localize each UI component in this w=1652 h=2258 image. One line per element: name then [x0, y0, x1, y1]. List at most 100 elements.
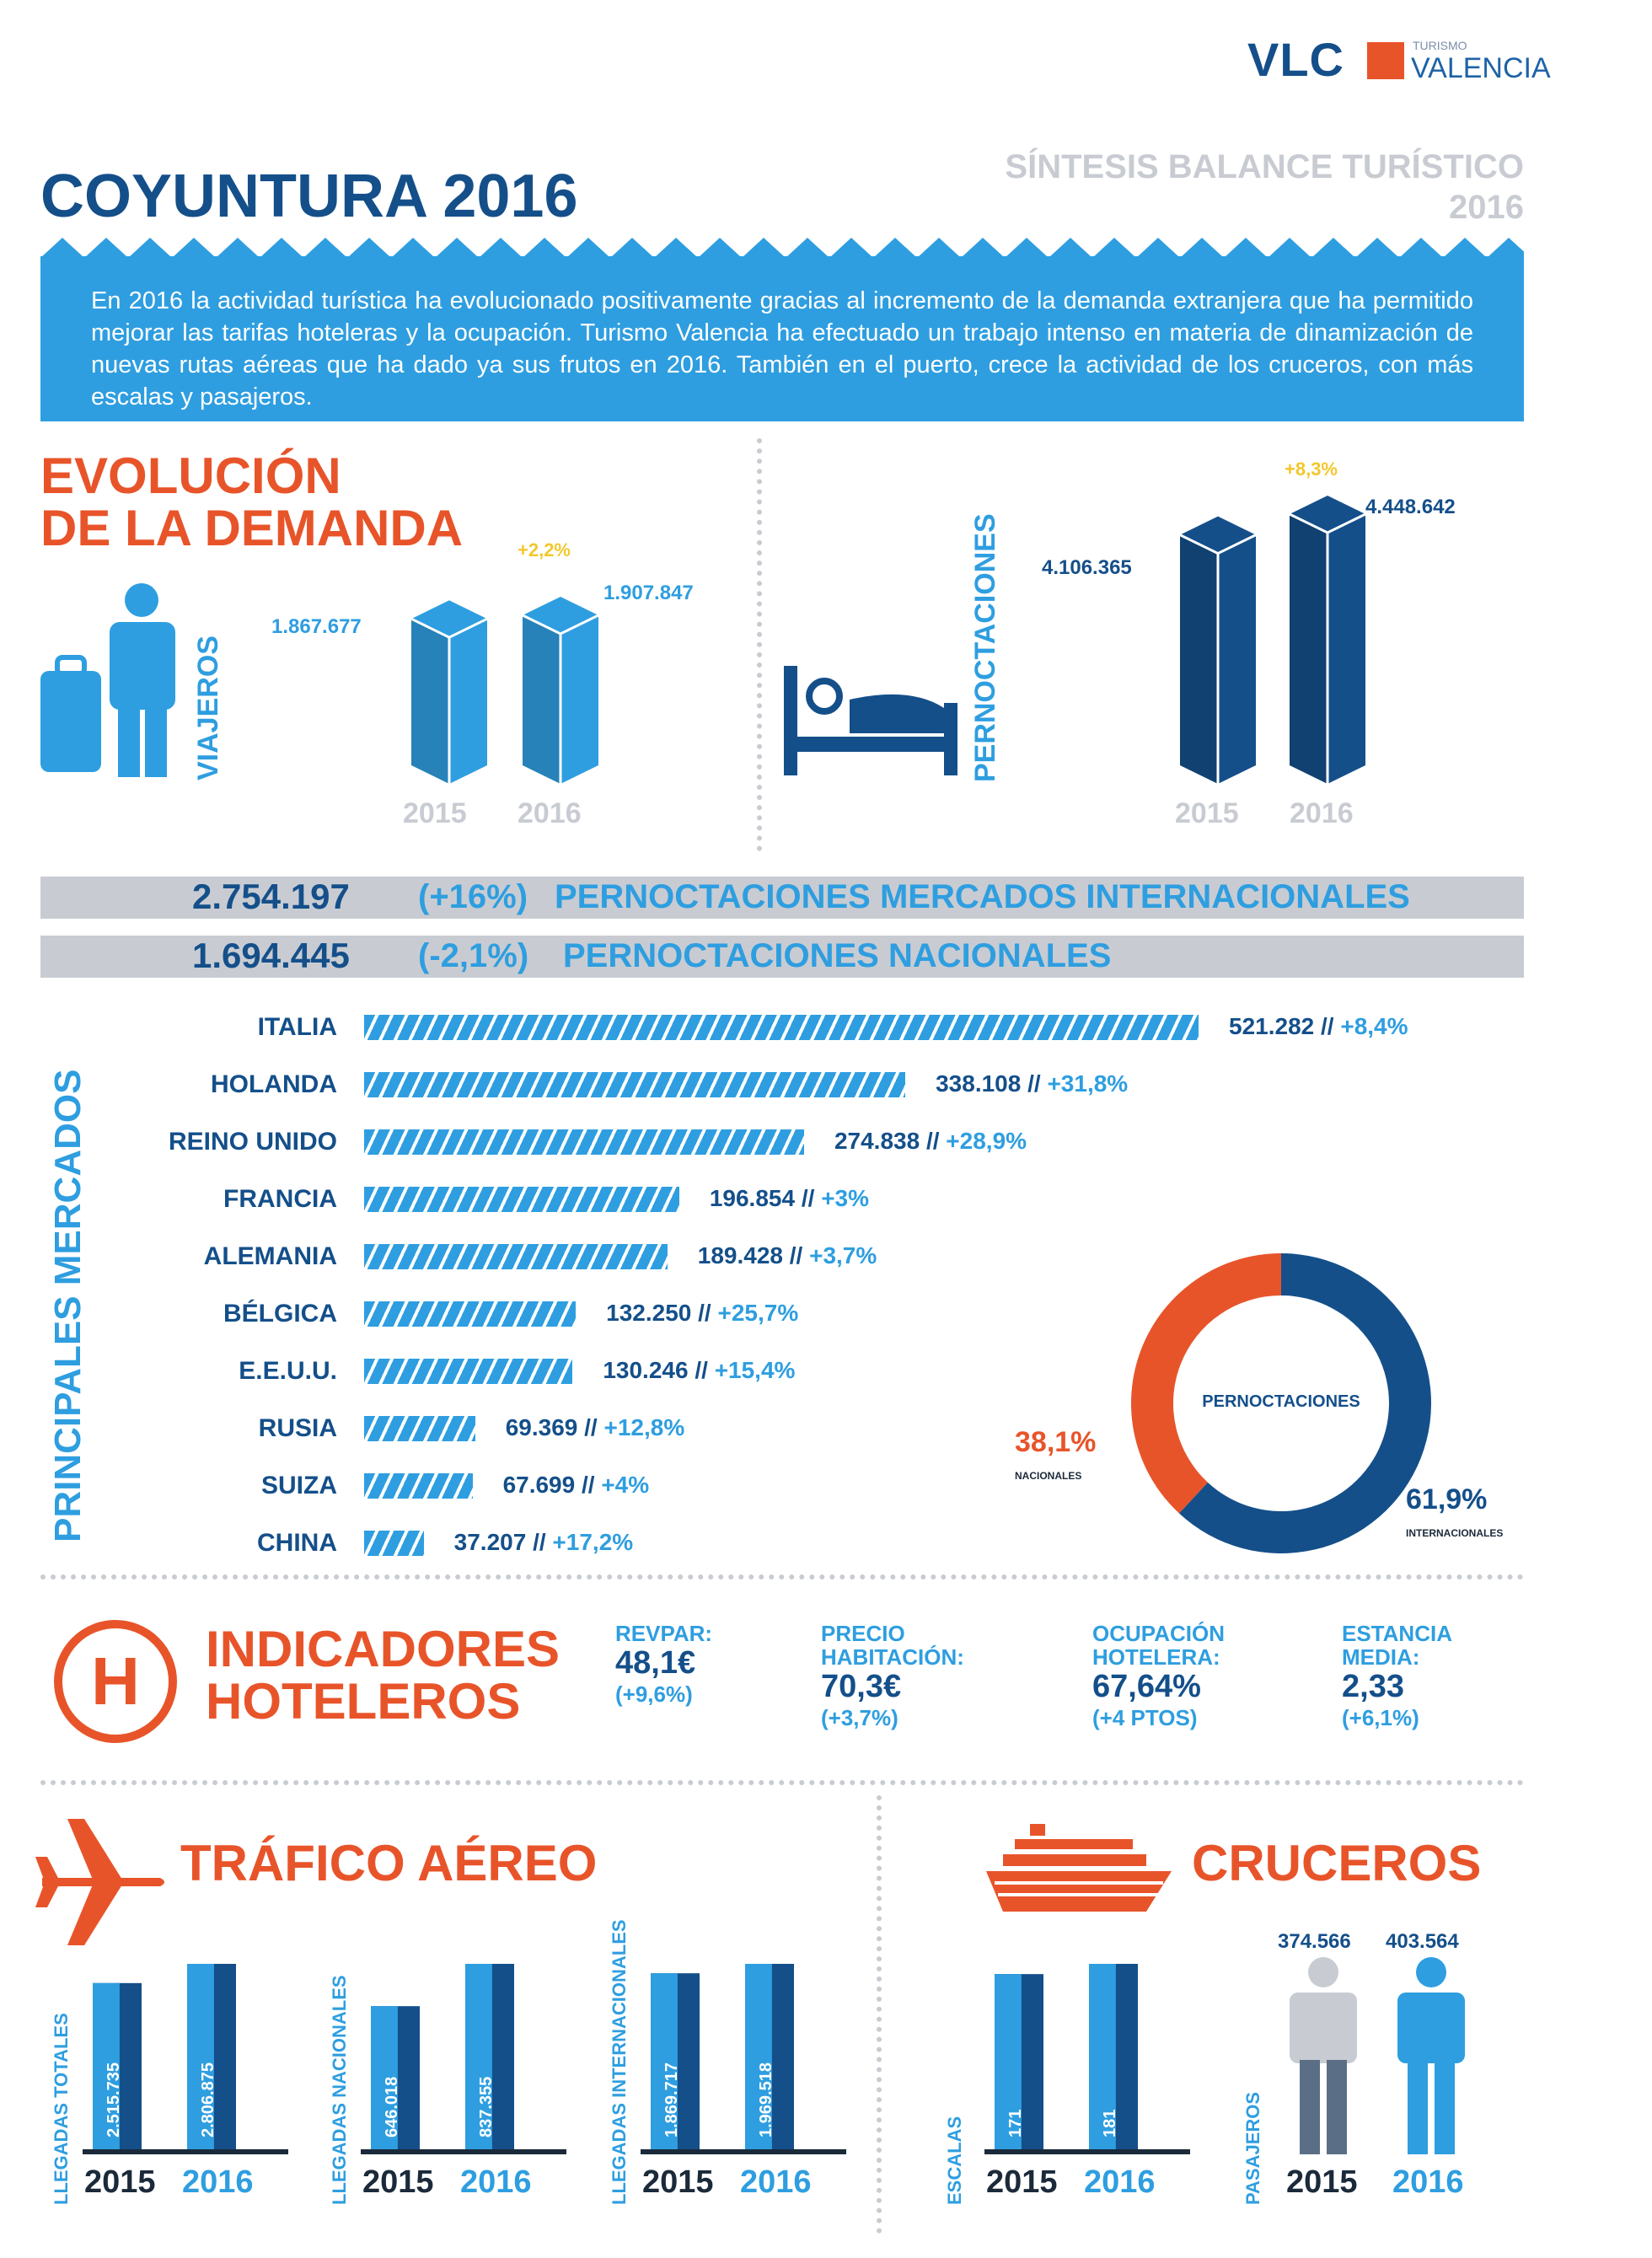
page-title: COYUNTURA 2016: [40, 163, 578, 230]
intro-text: En 2016 la actividad turística ha evoluc…: [40, 256, 1524, 421]
strip-international-label: PERNOCTACIONES MERCADOS INTERNACIONALES: [555, 878, 1410, 915]
market-name: RUSIA: [258, 1414, 337, 1442]
logo-line1: TURISMO: [1413, 39, 1467, 52]
viajeros-year-2016: 2016: [518, 797, 582, 829]
bar-2016: [1089, 1964, 1138, 2149]
air-international-2015-value: 1.869.717: [662, 2062, 681, 2137]
market-value-number: 274.838 //: [834, 1128, 947, 1154]
viajeros-change: +2,2%: [518, 539, 571, 560]
air-charts: [83, 1964, 1190, 2154]
bar-2016: [465, 1964, 514, 2149]
air-total-label: LLEGADAS TOTALES: [51, 2013, 72, 2205]
divider-air-cruise: [877, 1795, 882, 2234]
market-bar: [364, 1473, 473, 1499]
market-bar: [364, 1301, 577, 1327]
indicator-price-label-2: HABITACIÓN:: [821, 1644, 964, 1670]
air-national-label: LLEGADAS NACIONALES: [329, 1975, 350, 2205]
viajeros-label: VIAJEROS: [192, 636, 224, 780]
air-national-2015-value: 646.018: [383, 2076, 401, 2137]
indicator-stay: ESTANCIA MEDIA: 2,33 (+6,1%): [1342, 1622, 1544, 1731]
market-name: ALEMANIA: [203, 1242, 337, 1270]
pernoctaciones-change: +8,3%: [1285, 459, 1338, 480]
bar-2015: [93, 1982, 142, 2149]
cruise-stops-2015-value: 171: [1006, 2109, 1025, 2137]
air-international-label: LLEGADAS INTERNACIONALES: [609, 1919, 630, 2205]
market-value: 338.108 // +31,8%: [936, 1070, 1128, 1097]
indicator-occupancy-label-2: HOTELERA:: [1092, 1644, 1220, 1670]
market-name: REINO UNIDO: [168, 1128, 337, 1156]
demand-title-2: DE LA DEMANDA: [40, 500, 464, 556]
cruise-passengers-label: PASAJEROS: [1242, 2091, 1263, 2205]
donut-title: PERNOCTACIONES: [1202, 1392, 1360, 1411]
market-value-change: +31,8%: [1047, 1070, 1129, 1097]
market-value-change: +12,8%: [603, 1414, 685, 1440]
market-value-number: 69.369 //: [505, 1414, 604, 1440]
strip-international-value: 2.754.197: [192, 877, 350, 916]
market-value-number: 132.250 //: [606, 1300, 718, 1326]
axis-line: [641, 2149, 846, 2154]
cruise-stops-year-2015: 2015: [986, 2164, 1058, 2200]
market-value: 521.282 // +8,4%: [1229, 1013, 1408, 1040]
page-subtitle-year: 2016: [1449, 189, 1524, 226]
indicator-price-change: (+3,7%): [821, 1705, 898, 1730]
strip-national-label: PERNOCTACIONES NACIONALES: [563, 937, 1112, 974]
donut-slice-internacionales: [1178, 1253, 1431, 1553]
passenger-2015-icon: [1290, 1957, 1357, 2154]
market-value: 196.854 // +3%: [710, 1185, 869, 1212]
indicator-price: PRECIO HABITACIÓN: 70,3€ (+3,7%): [821, 1622, 1040, 1731]
viajeros-2015-value: 1.867.677: [271, 615, 362, 638]
market-bar: [364, 1129, 804, 1155]
divider-air: [40, 1780, 1524, 1785]
air-national-2016-value: 837.355: [477, 2076, 496, 2137]
market-bar: [364, 1015, 1199, 1040]
bar-2015: [995, 1974, 1043, 2149]
market-bar: [364, 1416, 475, 1441]
cruise-pax-2016-value: 403.564: [1386, 1930, 1459, 1953]
cruise-pax-2015-value: 374.566: [1278, 1930, 1351, 1953]
indicator-occupancy-label-1: OCUPACIÓN: [1092, 1621, 1225, 1646]
bar-2016: [745, 1964, 794, 2149]
indicator-stay-value: 2,33: [1342, 1669, 1404, 1704]
pernoctaciones-label: PERNOCTACIONES: [969, 513, 1001, 782]
market-value: 67.699 // +4%: [503, 1472, 650, 1499]
market-value: 274.838 // +28,9%: [834, 1128, 1027, 1155]
market-value-change: +17,2%: [552, 1529, 634, 1555]
market-name: ITALIA: [257, 1013, 337, 1041]
viajeros-chart: [410, 597, 599, 784]
ship-icon: [986, 1824, 1172, 1912]
logo-line2: VALENCIA: [1411, 52, 1551, 84]
air-total-year-2016: 2016: [182, 2164, 254, 2200]
air-national-year-2016: 2016: [460, 2164, 532, 2200]
logo-brand: VLC: [1247, 33, 1344, 86]
donut-national-value: 38,1%: [1015, 1426, 1097, 1458]
svg-text:H: H: [91, 1644, 140, 1719]
pernoctaciones-2015-value: 4.106.365: [1042, 556, 1132, 579]
market-bar: [364, 1072, 906, 1097]
market-value-number: 130.246 //: [603, 1357, 715, 1383]
pernoctaciones-donut: [1131, 1253, 1431, 1553]
strip-national: 1.694.445 (-2,1%) PERNOCTACIONES NACIONA…: [40, 936, 1524, 978]
bar-2016: [187, 1964, 236, 2149]
demand-divider: [757, 438, 762, 851]
logo-square-icon: [1367, 42, 1404, 79]
indicator-occupancy-value: 67,64%: [1092, 1669, 1201, 1704]
indicator-occupancy: OCUPACIÓN HOTELERA: 67,64% (+4 PTOS): [1092, 1622, 1328, 1731]
bar-2015: [651, 1973, 700, 2149]
page-subtitle: SÍNTESIS BALANCE TURÍSTICO: [1005, 148, 1524, 185]
bar-2015: [1179, 516, 1257, 784]
market-value-number: 521.282 //: [1229, 1013, 1341, 1039]
indicator-revpar: REVPAR: 48,1€ (+9,6%): [615, 1622, 818, 1708]
market-value-number: 67.699 //: [502, 1472, 602, 1498]
bar-2016: [522, 597, 599, 784]
intro-zigzag: [40, 238, 1524, 258]
market-name: BÉLGICA: [223, 1300, 337, 1327]
market-bar: [364, 1244, 668, 1269]
pernoctaciones-year-2016: 2016: [1290, 797, 1354, 829]
market-value: 189.428 // +3,7%: [698, 1242, 877, 1269]
axis-line: [984, 2149, 1190, 2154]
strip-national-change: (-2,1%): [418, 937, 529, 974]
indicator-price-label-1: PRECIO: [821, 1621, 905, 1646]
air-international-year-2016: 2016: [740, 2164, 812, 2200]
cruise-title: CRUCEROS: [1192, 1835, 1482, 1891]
market-value: 132.250 // +25,7%: [606, 1300, 798, 1327]
